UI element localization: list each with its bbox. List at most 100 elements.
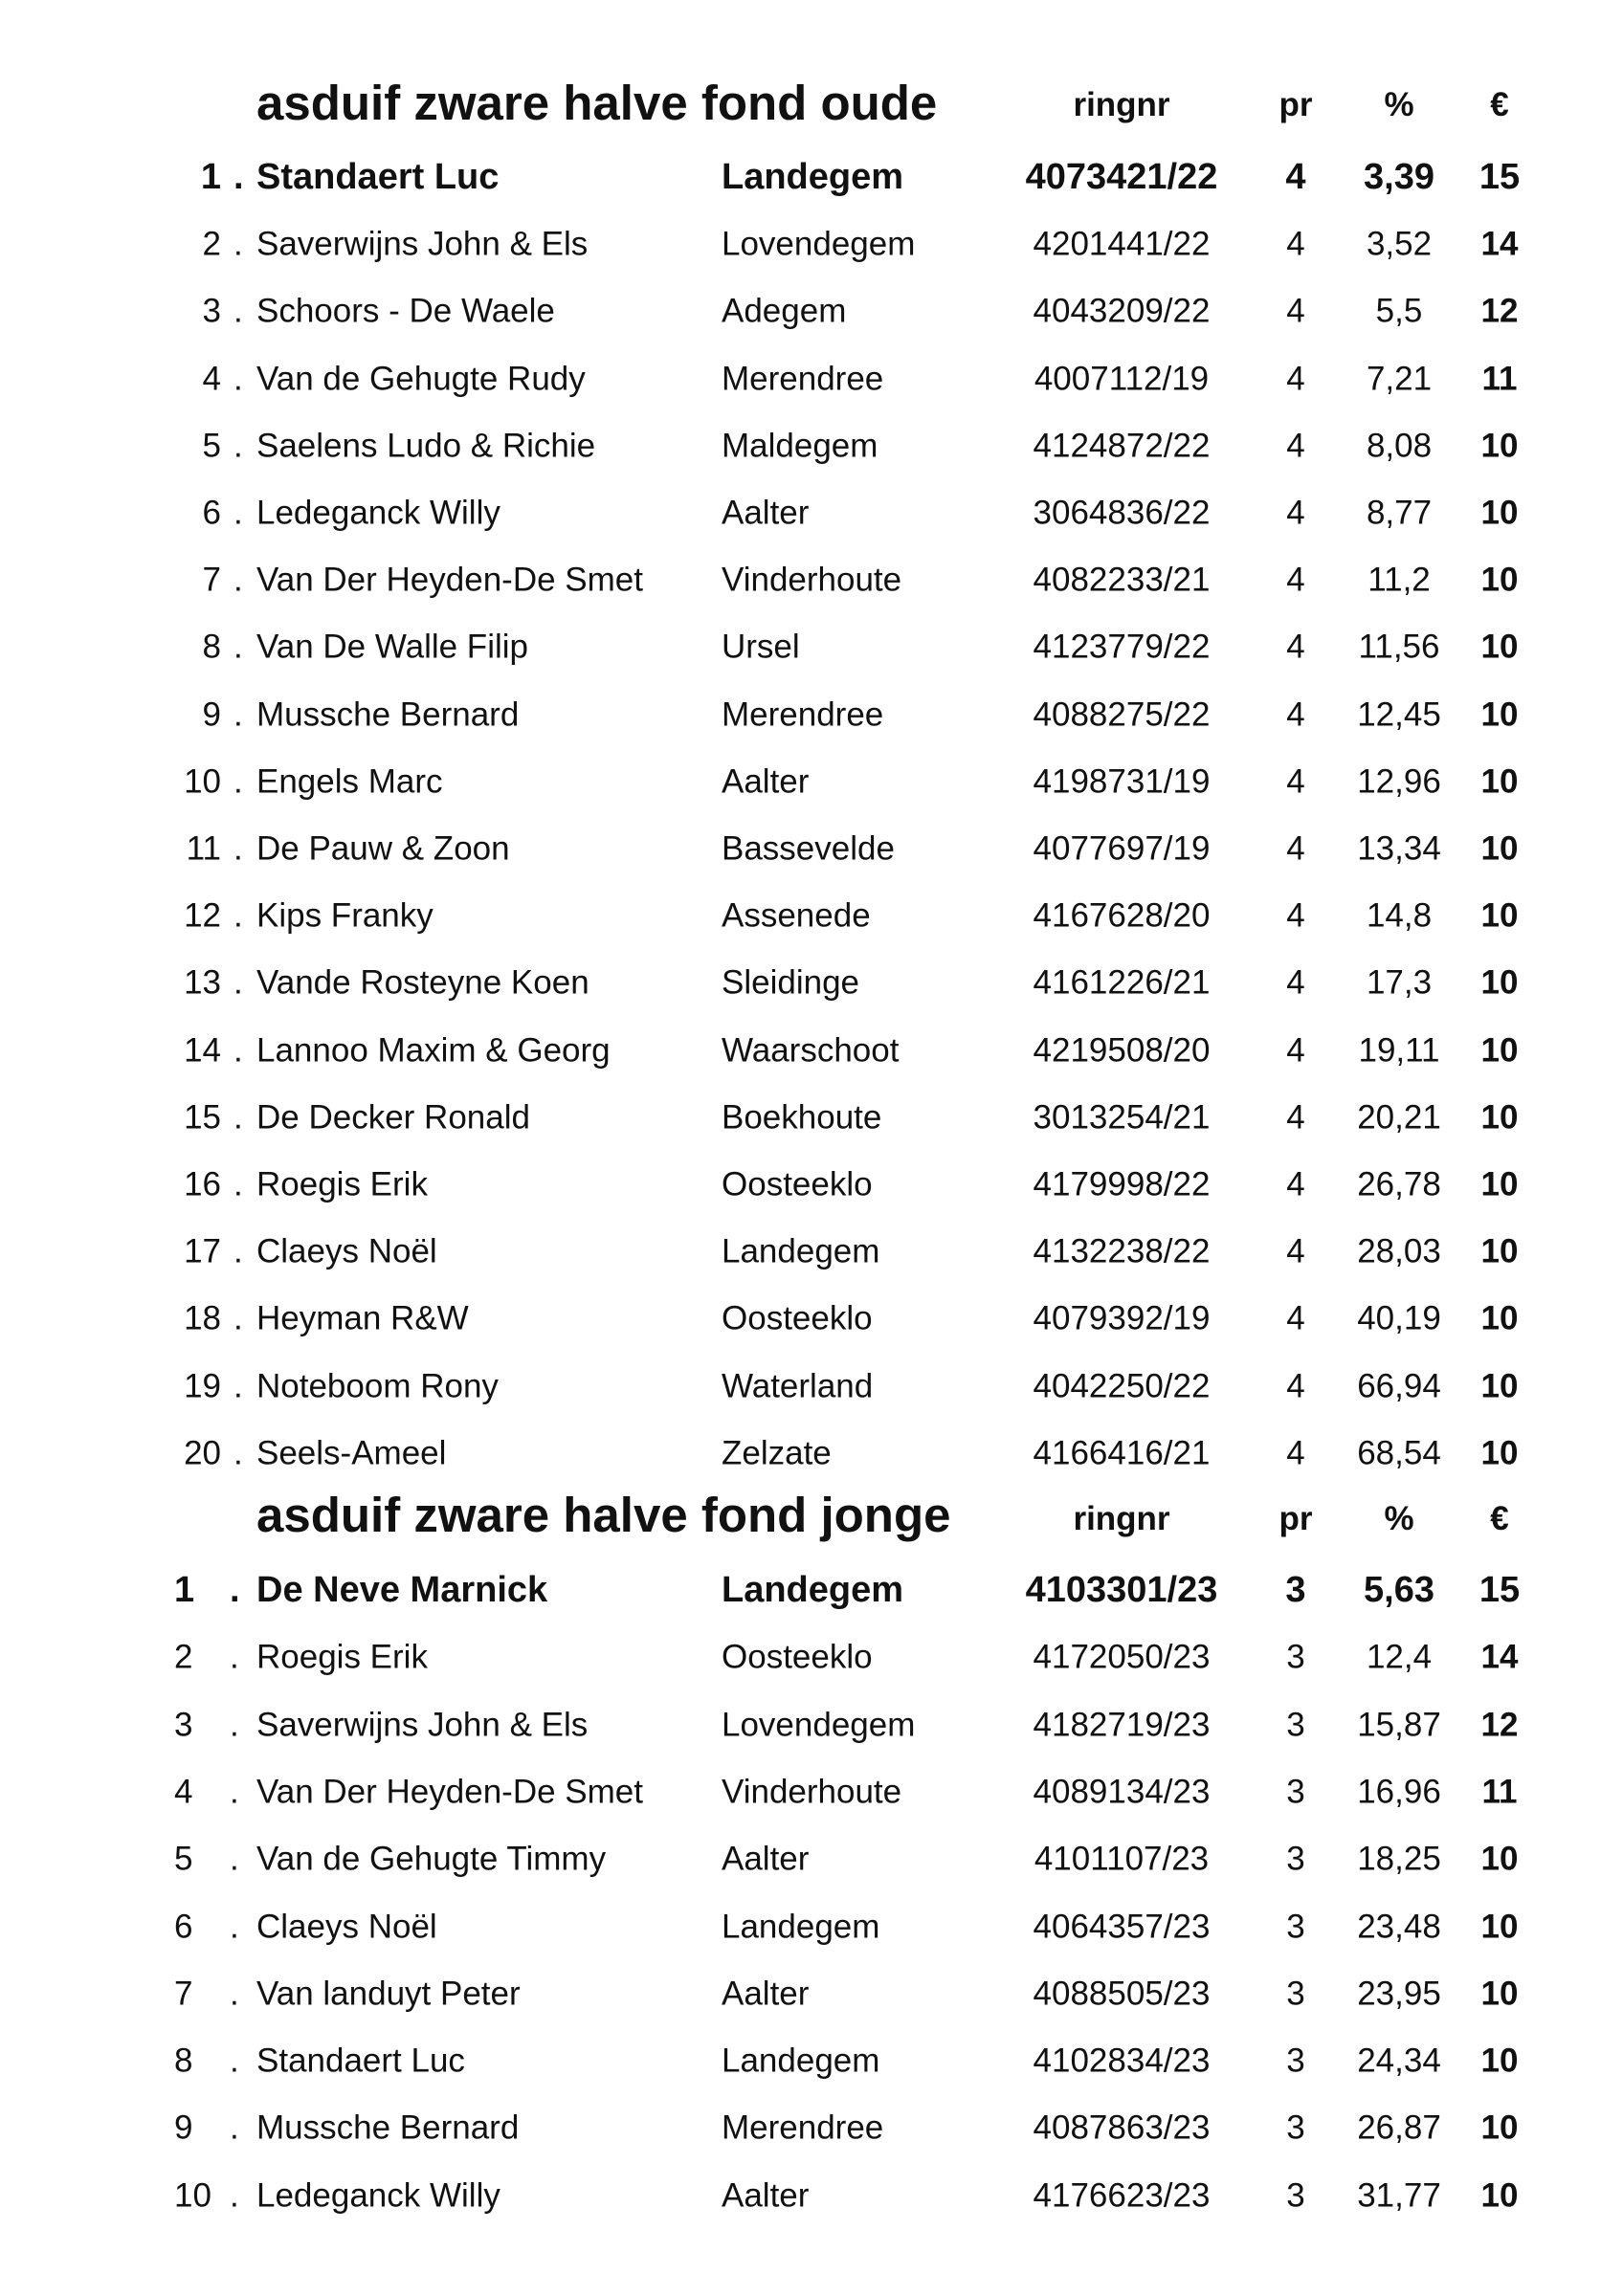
prizes: 4 (1286, 1098, 1305, 1137)
percentage: 3,39 (1364, 157, 1434, 197)
fancier-name: Heyman R&W (256, 1299, 469, 1337)
prizes: 3 (1286, 1638, 1305, 1676)
percentage: 11,2 (1367, 561, 1431, 599)
percentage: 40,19 (1357, 1299, 1441, 1337)
prizes: 4 (1286, 896, 1305, 935)
prizes: 4 (1286, 963, 1305, 1002)
prize-money: 10 (1480, 2176, 1519, 2215)
prizes: 3 (1286, 1975, 1305, 2013)
rank: 7 (202, 561, 221, 599)
prizes: 4 (1286, 561, 1305, 599)
percentage: 23,48 (1357, 1908, 1441, 1945)
section-title: asduif zware halve fond jonge (256, 1488, 951, 1542)
ring-number: 4123779/22 (1033, 628, 1211, 666)
rank-separator: . (233, 292, 243, 330)
city: Landegem (722, 1908, 880, 1945)
prize-money: 15 (1478, 157, 1521, 197)
city: Vinderhoute (722, 561, 902, 599)
percentage: 26,78 (1357, 1165, 1441, 1203)
rank: 2 (174, 1638, 193, 1676)
column-header-pct: % (1384, 86, 1414, 123)
rank-separator: . (230, 1840, 239, 1878)
city: Vinderhoute (722, 1773, 902, 1811)
rank-separator: . (230, 1975, 239, 2013)
prizes: 4 (1286, 1031, 1305, 1070)
rank: 13 (184, 963, 221, 1002)
percentage: 8,77 (1366, 494, 1433, 532)
prizes: 4 (1286, 427, 1305, 465)
rank: 18 (184, 1299, 221, 1337)
city: Merendree (722, 360, 884, 398)
column-header-pct: % (1384, 1500, 1414, 1537)
prize-money: 15 (1478, 1570, 1521, 1610)
ring-number: 4219508/20 (1033, 1031, 1211, 1070)
rank-separator: . (233, 494, 243, 532)
city: Oosteeklo (722, 1299, 873, 1337)
rank: 8 (174, 2042, 193, 2080)
fancier-name: Ledeganck Willy (256, 2176, 500, 2215)
prize-money: 10 (1480, 963, 1519, 1002)
prizes: 3 (1286, 1840, 1305, 1878)
rank-separator: . (230, 2176, 239, 2215)
rank: 5 (174, 1840, 193, 1878)
ring-number: 4088275/22 (1033, 695, 1211, 734)
column-header-pr: pr (1278, 86, 1313, 123)
rank: 9 (202, 695, 221, 734)
rank-separator: . (230, 2042, 239, 2080)
rank: 19 (184, 1367, 221, 1405)
prize-money: 14 (1480, 225, 1519, 263)
prizes: 4 (1286, 292, 1305, 330)
percentage: 3,52 (1366, 225, 1433, 263)
percentage: 12,45 (1357, 695, 1441, 734)
rank-separator: . (233, 695, 243, 734)
ring-number: 4124872/22 (1033, 427, 1211, 465)
city: Landegem (722, 157, 904, 197)
fancier-name: Van de Gehugte Timmy (256, 1840, 607, 1878)
ring-number: 4201441/22 (1033, 225, 1211, 263)
city: Landegem (722, 1570, 904, 1610)
ring-number: 4087863/23 (1033, 2108, 1211, 2147)
prize-money: 10 (1480, 896, 1519, 935)
rank: 16 (184, 1165, 221, 1203)
ring-number: 4042250/22 (1033, 1367, 1211, 1405)
prize-money: 12 (1480, 292, 1519, 330)
rank-separator: . (230, 1638, 239, 1676)
fancier-name: Claeys Noël (256, 1232, 437, 1270)
prize-money: 10 (1480, 1165, 1519, 1203)
ring-number: 4101107/23 (1034, 1840, 1210, 1878)
prize-money: 10 (1480, 1434, 1519, 1472)
prizes: 4 (1286, 829, 1305, 868)
rank-separator: . (230, 1908, 239, 1945)
city: Aalter (722, 494, 810, 532)
city: Oosteeklo (722, 1165, 873, 1203)
rank: 5 (202, 427, 221, 465)
rank: 20 (184, 1434, 221, 1472)
fancier-name: Vande Rosteyne Koen (256, 963, 589, 1002)
ring-number: 4064357/23 (1033, 1908, 1211, 1945)
fancier-name: Schoors - De Waele (256, 292, 555, 330)
city: Waarschoot (722, 1031, 900, 1070)
fancier-name: Roegis Erik (256, 1638, 428, 1676)
city: Aalter (722, 762, 810, 801)
rank-separator: . (233, 1031, 243, 1070)
city: Aalter (722, 2176, 810, 2215)
percentage: 7,21 (1366, 360, 1433, 398)
rank-separator: . (233, 896, 243, 935)
prize-money: 10 (1480, 2108, 1519, 2147)
percentage: 12,96 (1357, 762, 1441, 801)
rank-separator: . (233, 427, 243, 465)
fancier-name: Claeys Noël (256, 1908, 437, 1945)
percentage: 31,77 (1357, 2176, 1441, 2215)
rank: 3 (202, 292, 221, 330)
fancier-name: Standaert Luc (256, 2042, 465, 2080)
fancier-name: Saverwijns John & Els (256, 225, 589, 263)
fancier-name: Lannoo Maxim & Georg (256, 1031, 611, 1070)
ring-number: 3064836/22 (1033, 494, 1211, 532)
percentage: 19,11 (1358, 1031, 1440, 1070)
fancier-name: Mussche Bernard (256, 695, 520, 734)
prizes: 4 (1286, 1434, 1305, 1472)
fancier-name: Van Der Heyden-De Smet (256, 561, 643, 599)
fancier-name: Roegis Erik (256, 1165, 428, 1203)
ring-number: 4132238/22 (1033, 1232, 1211, 1270)
prizes: 4 (1286, 1165, 1305, 1203)
